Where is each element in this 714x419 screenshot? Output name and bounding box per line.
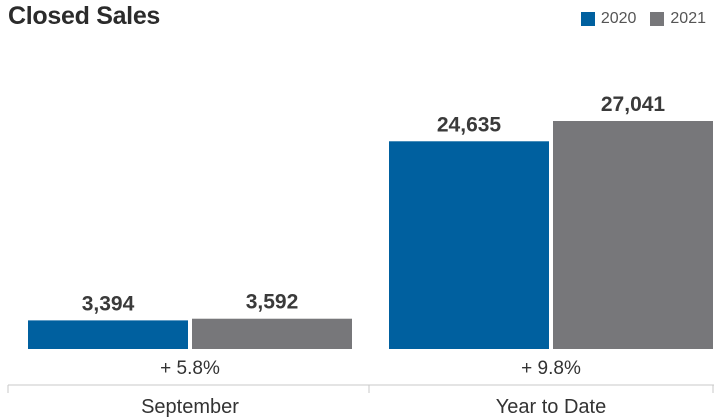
data-label-2021-september: 3,592 [246, 291, 299, 314]
legend-label-2021: 2021 [670, 10, 706, 27]
legend-item-2020: 2020 [580, 10, 637, 28]
data-label-2020-september: 3,394 [82, 292, 135, 315]
legend: 2020 2021 [567, 10, 706, 28]
bar-2021-year-to-date [553, 121, 713, 349]
change-label-year-to-date: + 9.8% [521, 358, 581, 379]
chart-title: Closed Sales [8, 2, 161, 30]
data-label-2020-year-to-date: 24,635 [437, 113, 502, 136]
bar-2021-september [192, 318, 352, 349]
bar-2020-year-to-date [389, 141, 549, 349]
legend-item-2021: 2021 [650, 10, 706, 28]
legend-label-2020: 2020 [600, 10, 637, 27]
bar-2020-september [28, 320, 188, 349]
category-label-year-to-date: Year to Date [496, 396, 606, 418]
category-label-september: September [141, 396, 239, 418]
legend-swatch-2020 [580, 12, 595, 26]
change-label-september: + 5.8% [160, 358, 220, 379]
data-label-2021-year-to-date: 27,041 [601, 93, 666, 116]
legend-swatch-2021 [650, 12, 665, 26]
